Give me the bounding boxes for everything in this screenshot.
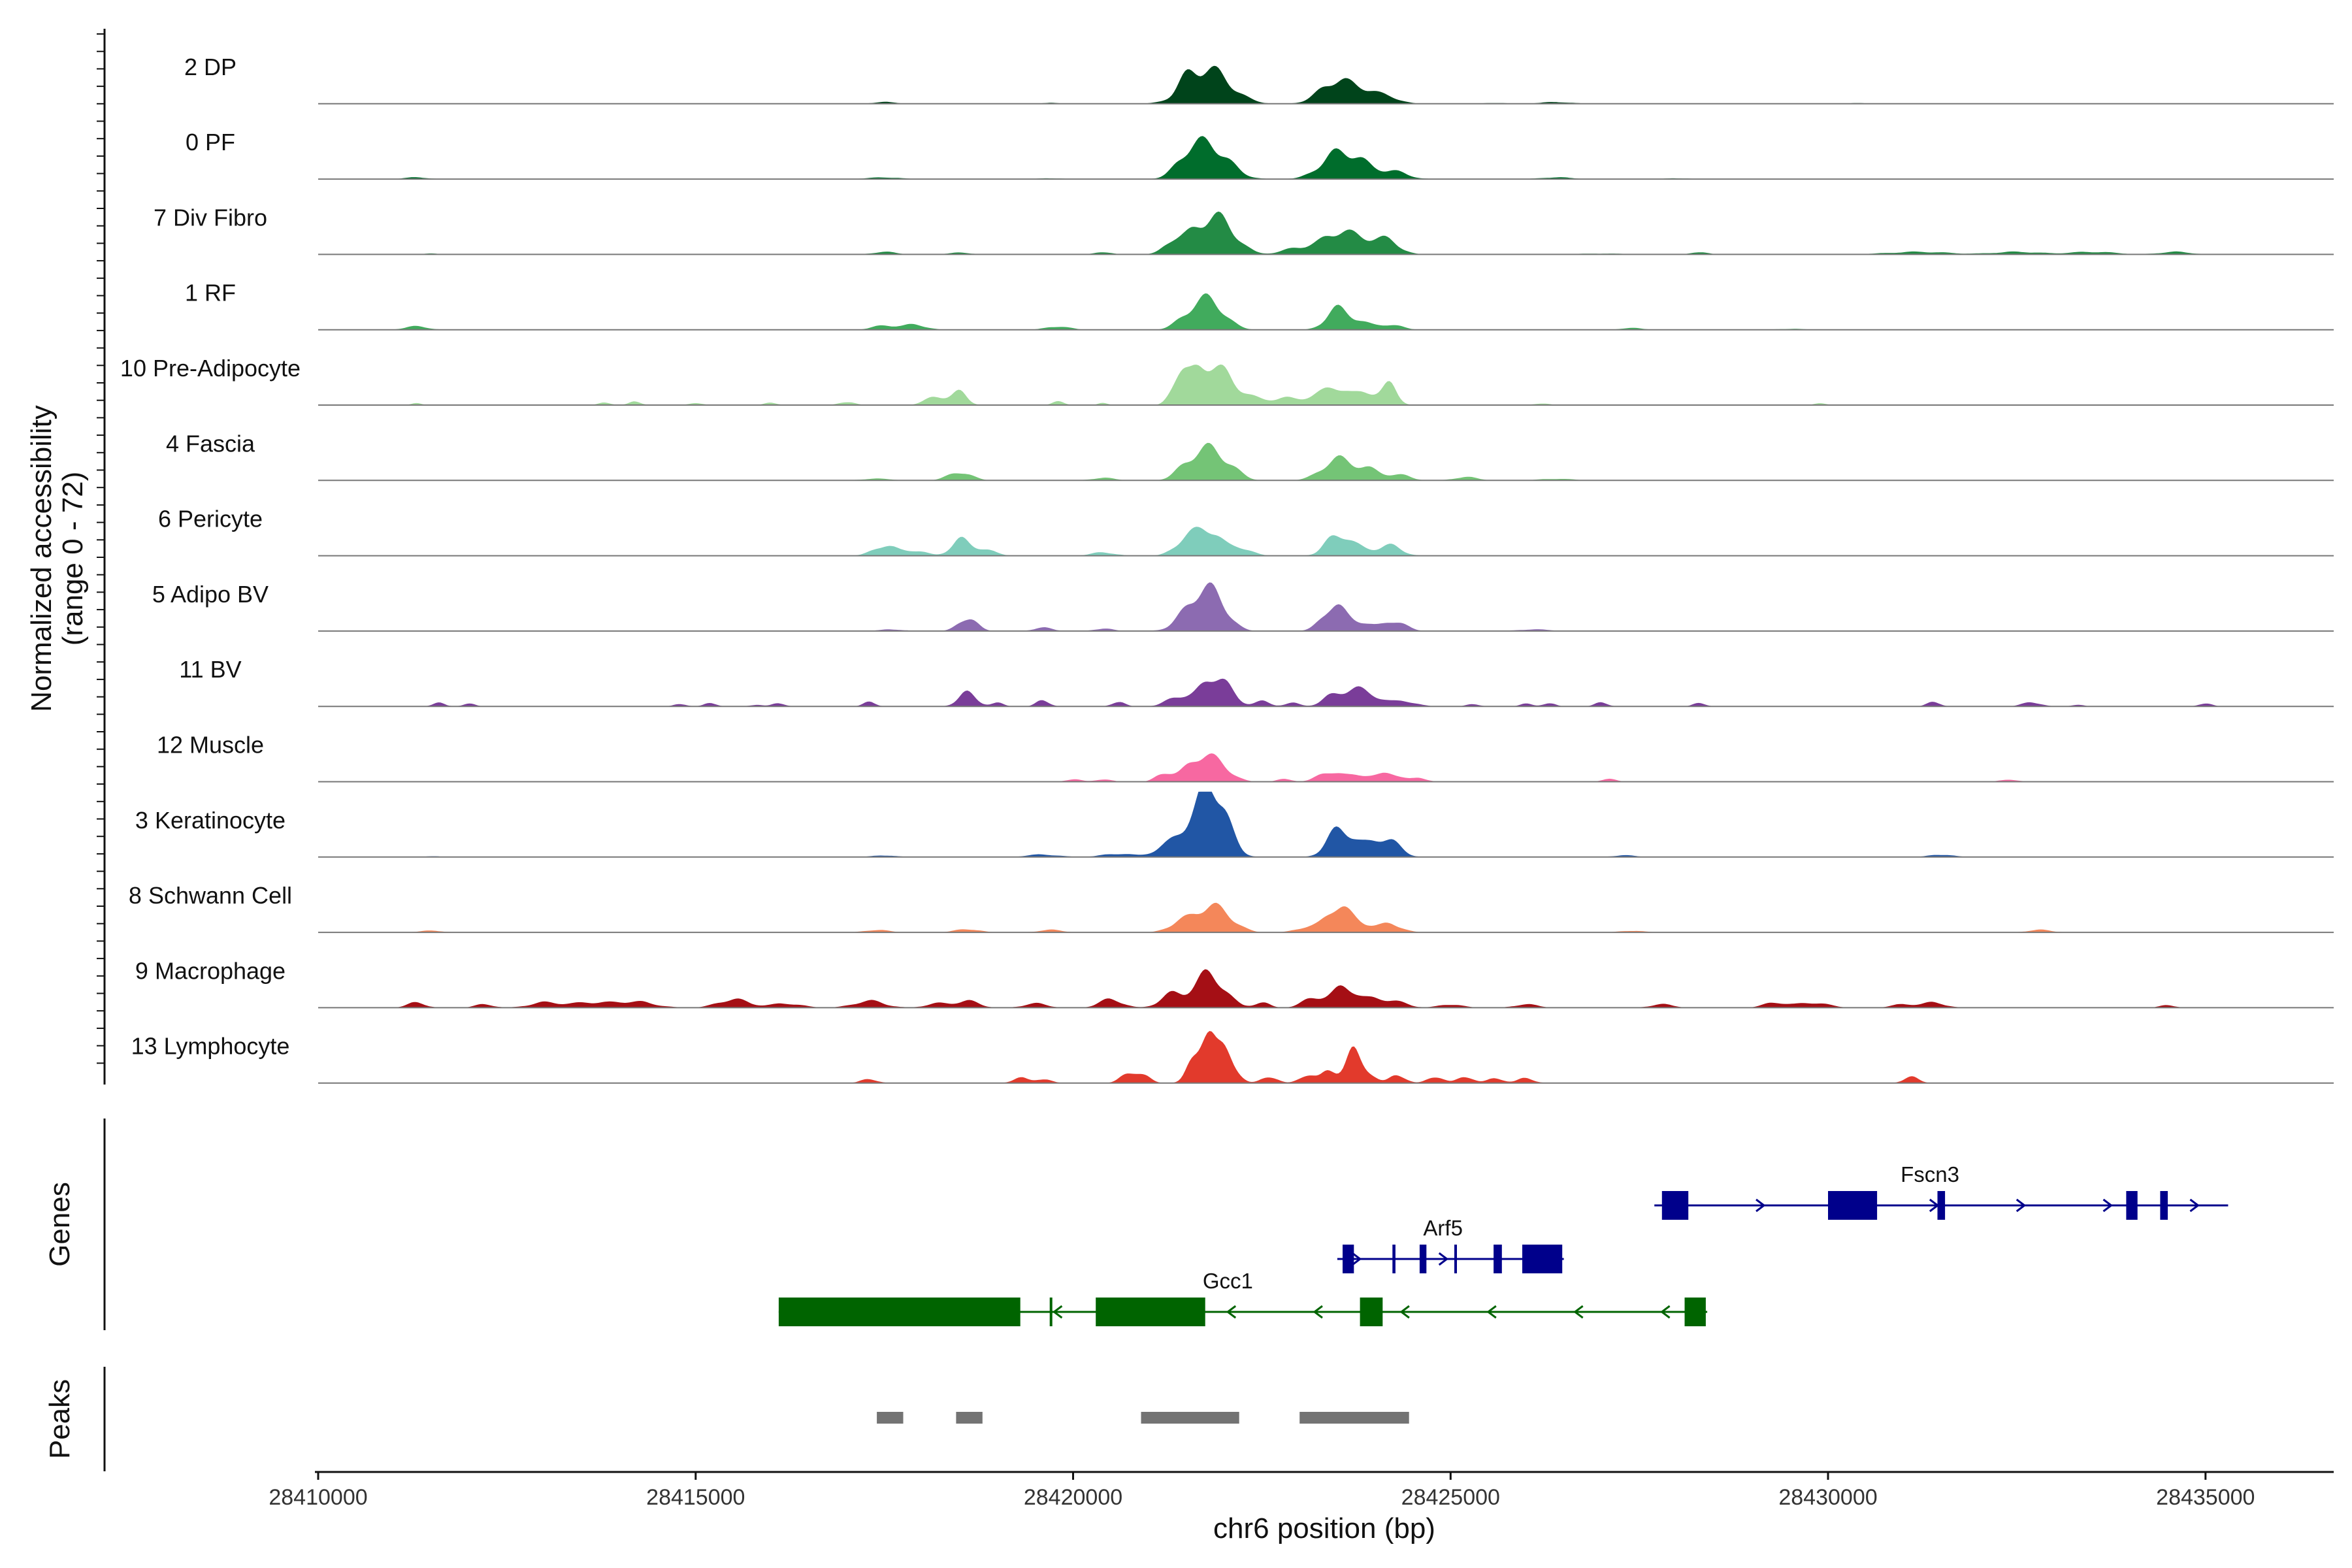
strand-arrow xyxy=(2189,1198,2200,1213)
gene-label: Fscn3 xyxy=(1901,1162,1959,1186)
track-label: 10 Pre-Adipocyte xyxy=(120,355,301,382)
track-label: 9 Macrophage xyxy=(135,957,286,984)
gene-exon xyxy=(1454,1245,1457,1273)
track-label: 6 Pericyte xyxy=(158,506,263,532)
track-label: 11 BV xyxy=(179,656,241,683)
track-label: 8 Schwann Cell xyxy=(129,882,292,909)
strand-arrow xyxy=(1573,1305,1584,1319)
gene-exon xyxy=(1828,1191,1878,1220)
y-axis-title-line1: Normalized accessibility xyxy=(25,405,57,711)
gene-fscn3: Fscn3 xyxy=(1654,1162,2229,1220)
coverage-track-8: 11 BV xyxy=(179,656,2334,708)
coverage-track-2: 7 Div Fibro xyxy=(154,204,2334,255)
coverage-track-13: 13 Lymphocyte xyxy=(131,1031,2334,1084)
strand-arrow xyxy=(1660,1305,1671,1319)
x-axis-tick-label: 28425000 xyxy=(1401,1485,1500,1510)
coverage-tracks: 2 DP 0 PF 7 Div Fibro 1 RF 10 Pre-Adipocyte 4… xyxy=(120,54,2334,1084)
track-label: 7 Div Fibro xyxy=(154,204,267,231)
strand-arrow xyxy=(1486,1305,1497,1319)
track-label: 1 RF xyxy=(185,280,236,306)
strand-arrow xyxy=(1313,1305,1323,1319)
track-label: 12 Muscle xyxy=(157,732,264,759)
peak-region xyxy=(1141,1412,1239,1424)
gene-label: Gcc1 xyxy=(1203,1269,1253,1293)
x-axis-tick-label: 28420000 xyxy=(1024,1485,1122,1510)
coverage-area xyxy=(318,65,2319,104)
track-label: 0 PF xyxy=(186,129,235,155)
peak-region xyxy=(1299,1412,1409,1424)
gene-exon xyxy=(1937,1191,1946,1220)
peak-regions xyxy=(877,1412,1409,1424)
gene-exon xyxy=(778,1298,1021,1326)
track-label: 5 Adipo BV xyxy=(152,581,269,608)
x-axis-ticks: 28410000 28415000 28420000 28425000 28430000… xyxy=(269,1472,2255,1510)
coverage-track-7: 5 Adipo BV xyxy=(152,581,2334,632)
gene-exon xyxy=(1049,1298,1053,1326)
strand-arrow xyxy=(2016,1198,2027,1213)
coverage-area xyxy=(318,969,2319,1008)
gene-arf5: Arf5 xyxy=(1337,1216,1564,1273)
strand-arrow xyxy=(1052,1305,1063,1319)
x-axis-title: chr6 position (bp) xyxy=(1213,1512,1435,1544)
genes-panel-label: Genes xyxy=(44,1182,76,1267)
x-axis-tick-label: 28415000 xyxy=(646,1485,745,1510)
peak-region xyxy=(877,1412,904,1424)
coverage-area xyxy=(318,442,2319,481)
strand-arrow xyxy=(1399,1305,1410,1319)
strand-arrow xyxy=(1226,1305,1237,1319)
coverage-area xyxy=(318,527,2319,556)
strand-arrow xyxy=(1438,1252,1449,1266)
gene-exon xyxy=(1494,1245,1502,1273)
peak-region xyxy=(956,1412,983,1424)
gene-annotations: Fscn3 Arf5 Gcc1 xyxy=(778,1162,2229,1326)
coverage-track-1: 0 PF xyxy=(186,129,2334,180)
strand-arrow xyxy=(2102,1198,2113,1213)
gene-exon xyxy=(1360,1298,1383,1326)
gene-exon xyxy=(1343,1245,1354,1273)
coverage-track-3: 1 RF xyxy=(185,280,2334,331)
coverage-track-0: 2 DP xyxy=(184,54,2334,105)
track-label: 13 Lymphocyte xyxy=(131,1033,290,1060)
strand-arrow xyxy=(1756,1198,1766,1213)
gene-gcc1: Gcc1 xyxy=(778,1269,1708,1326)
gene-exon xyxy=(2160,1191,2168,1220)
gene-exon xyxy=(2126,1191,2138,1220)
coverage-track-4: 10 Pre-Adipocyte xyxy=(120,355,2334,406)
coverage-track-6: 6 Pericyte xyxy=(158,506,2334,557)
coverage-area xyxy=(318,364,2319,405)
coverage-track-11: 8 Schwann Cell xyxy=(129,882,2334,934)
gene-exon xyxy=(1096,1298,1205,1326)
coverage-area xyxy=(318,902,2319,933)
gene-exon xyxy=(1392,1245,1396,1273)
gene-exon xyxy=(1684,1298,1706,1326)
coverage-area xyxy=(318,211,2319,255)
x-axis-tick-label: 28410000 xyxy=(269,1485,367,1510)
coverage-area xyxy=(318,582,2319,631)
track-label: 3 Keratinocyte xyxy=(135,807,286,834)
track-label: 2 DP xyxy=(184,54,237,80)
gene-exon xyxy=(1419,1245,1427,1273)
coverage-area xyxy=(318,1031,2319,1083)
gene-label: Arf5 xyxy=(1423,1216,1463,1240)
peaks-panel-label: Peaks xyxy=(44,1379,76,1459)
coverage-track-5: 4 Fascia xyxy=(166,430,2334,482)
coverage-track-12: 9 Macrophage xyxy=(135,957,2334,1009)
x-axis-tick-label: 28435000 xyxy=(2156,1485,2255,1510)
coverage-track-10: 3 Keratinocyte xyxy=(135,791,2334,858)
y-axis-title-line2: (range 0 - 72) xyxy=(57,472,89,646)
coverage-area xyxy=(318,136,2319,180)
gene-exon xyxy=(1522,1245,1563,1273)
coverage-area xyxy=(318,791,2319,857)
track-label: 4 Fascia xyxy=(166,430,255,457)
coverage-area xyxy=(318,753,2319,782)
coverage-track-9: 12 Muscle xyxy=(157,732,2334,783)
coverage-area xyxy=(318,678,2319,707)
coverage-area xyxy=(318,293,2319,330)
x-axis-tick-label: 28430000 xyxy=(1778,1485,1877,1510)
gene-exon xyxy=(1661,1191,1689,1220)
strand-arrow xyxy=(1351,1252,1362,1266)
coverage-y-axis-ticks xyxy=(97,33,105,1064)
